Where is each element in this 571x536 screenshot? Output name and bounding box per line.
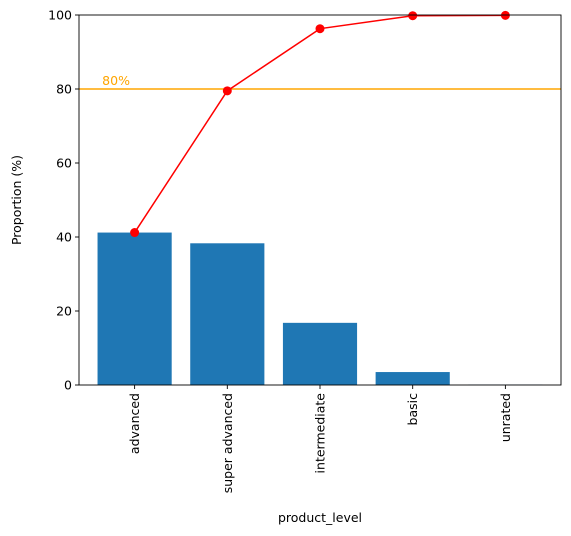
y-tick-label: 100 — [48, 8, 72, 23]
y-tick-label: 60 — [56, 156, 72, 171]
bar-advanced — [97, 232, 172, 385]
y-tick-label: 20 — [56, 304, 72, 319]
y-tick-label: 40 — [56, 230, 72, 245]
y-axis-label: Proportion (%) — [9, 155, 24, 245]
x-tick-label: intermediate — [313, 393, 328, 474]
reference-line-group: 80% — [79, 73, 561, 90]
bar-intermediate — [282, 322, 358, 385]
x-tick-label: advanced — [127, 393, 142, 454]
cumulative-line-series — [130, 10, 510, 238]
x-tick-label: basic — [405, 393, 420, 426]
y-tick-label: 80 — [56, 82, 72, 97]
reference-line-label: 80% — [102, 73, 130, 88]
cumulative-line — [133, 14, 506, 233]
bar-series — [97, 232, 543, 385]
x-axis-label: product_level — [278, 510, 362, 525]
cumulative-point-intermediate — [315, 24, 325, 34]
y-tick-label: 0 — [64, 378, 72, 393]
x-tick-label: super advanced — [220, 393, 235, 493]
cumulative-point-basic — [408, 11, 418, 21]
x-tick-label: unrated — [498, 393, 513, 442]
cumulative-point-super-advanced — [222, 86, 232, 96]
bar-super-advanced — [190, 243, 265, 385]
axes: 0 20 40 60 80 100 advanced super advanced interm… — [48, 8, 562, 493]
cumulative-point-advanced — [130, 228, 140, 238]
bar-basic — [375, 372, 450, 385]
